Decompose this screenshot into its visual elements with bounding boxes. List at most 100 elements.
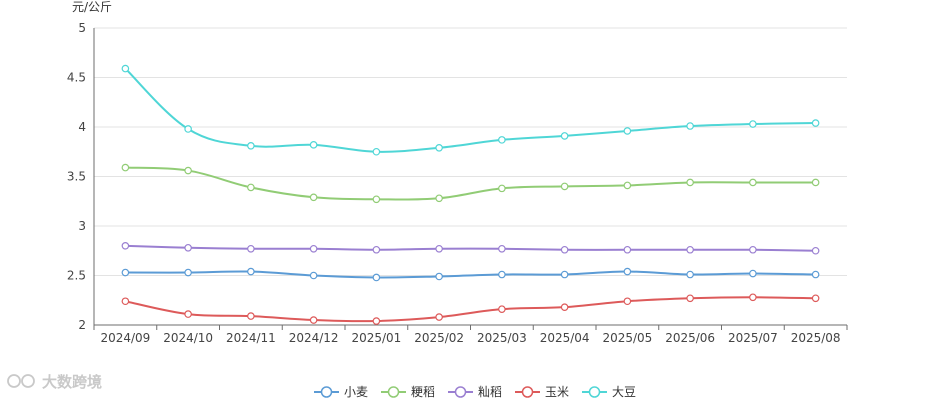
x-tick-label: 2025/02 <box>414 331 464 345</box>
data-point[interactable] <box>560 132 569 140</box>
legend: 小麦 粳稻 籼稻 玉米 大豆 <box>314 385 636 399</box>
data-point[interactable] <box>247 312 255 320</box>
data-point[interactable] <box>247 183 255 192</box>
y-axis-unit-label: 元/公斤 <box>72 0 112 14</box>
series-3 <box>121 242 820 255</box>
x-tick-label: 2024/10 <box>163 331 213 345</box>
data-point[interactable] <box>309 244 318 253</box>
legend-swatch-marker <box>521 386 534 398</box>
legend-swatch-marker <box>588 386 601 398</box>
watermark-logo-icon <box>7 374 21 388</box>
data-point[interactable] <box>372 147 381 156</box>
data-point[interactable] <box>811 119 820 127</box>
data-point[interactable] <box>121 268 130 277</box>
data-point[interactable] <box>686 178 694 187</box>
data-point[interactable] <box>435 272 443 281</box>
data-point[interactable] <box>309 141 318 149</box>
data-point[interactable] <box>184 310 192 318</box>
x-tick-label: 2024/09 <box>100 331 150 345</box>
legend-item[interactable]: 小麦 <box>314 385 368 399</box>
x-tick-label: 2025/06 <box>665 331 715 345</box>
y-tick-label: 4 <box>78 120 86 134</box>
data-point[interactable] <box>121 64 130 73</box>
data-point[interactable] <box>749 120 757 128</box>
y-tick-label: 2 <box>78 318 86 332</box>
series-5 <box>121 64 820 156</box>
data-point[interactable] <box>686 294 694 303</box>
series-line <box>124 67 816 153</box>
series-2 <box>121 163 820 204</box>
data-point[interactable] <box>811 270 820 279</box>
data-point[interactable] <box>498 244 506 253</box>
legend-label: 玉米 <box>545 385 569 399</box>
x-tick-label: 2025/05 <box>602 331 652 345</box>
data-point[interactable] <box>749 178 757 187</box>
data-point[interactable] <box>811 178 820 187</box>
data-point[interactable] <box>560 245 569 254</box>
data-point[interactable] <box>749 269 757 278</box>
data-point[interactable] <box>372 245 381 254</box>
legend-item[interactable]: 籼稻 <box>448 385 502 399</box>
data-point[interactable] <box>686 245 694 254</box>
data-point[interactable] <box>184 166 192 175</box>
data-point[interactable] <box>498 305 506 313</box>
x-tick-label: 2025/08 <box>791 331 841 345</box>
data-point[interactable] <box>435 143 443 152</box>
legend-item[interactable]: 玉米 <box>515 385 569 399</box>
data-point[interactable] <box>498 136 506 144</box>
y-axis-ticks: 2 2.5 3 3.5 4 4.5 5 <box>67 21 86 332</box>
legend-swatch-marker <box>320 386 333 398</box>
data-point[interactable] <box>372 273 381 282</box>
data-point[interactable] <box>184 243 192 252</box>
y-tick-label: 5 <box>78 21 86 35</box>
data-point[interactable] <box>498 184 506 193</box>
data-point[interactable] <box>309 271 318 280</box>
data-point[interactable] <box>309 193 318 202</box>
data-point[interactable] <box>560 182 569 191</box>
data-point[interactable] <box>749 293 757 302</box>
data-point[interactable] <box>121 163 130 172</box>
data-point[interactable] <box>372 195 381 204</box>
data-point[interactable] <box>309 316 318 324</box>
legend-swatch-marker <box>387 386 400 398</box>
data-point[interactable] <box>686 122 694 130</box>
data-point[interactable] <box>121 242 130 250</box>
x-tick-label: 2025/04 <box>540 331 590 345</box>
watermark: 大数跨境 <box>7 373 102 391</box>
data-point[interactable] <box>749 245 757 254</box>
data-point[interactable] <box>184 268 192 277</box>
data-point[interactable] <box>435 194 443 203</box>
data-point[interactable] <box>623 127 632 135</box>
legend-label: 大豆 <box>612 385 636 399</box>
data-point[interactable] <box>623 181 632 190</box>
data-point[interactable] <box>623 267 632 276</box>
data-point[interactable] <box>811 294 820 303</box>
data-point[interactable] <box>560 270 569 279</box>
data-point[interactable] <box>623 297 632 306</box>
data-point[interactable] <box>372 317 381 325</box>
y-tick-label: 3 <box>78 219 86 233</box>
data-point[interactable] <box>435 244 443 253</box>
legend-label: 籼稻 <box>478 385 502 399</box>
data-point[interactable] <box>247 244 255 253</box>
data-point[interactable] <box>121 297 130 306</box>
data-point[interactable] <box>435 313 443 321</box>
series-line <box>125 296 816 323</box>
data-point[interactable] <box>184 125 192 133</box>
data-point[interactable] <box>623 245 632 254</box>
x-tick-label: 2025/01 <box>351 331 401 345</box>
legend-item[interactable]: 大豆 <box>582 385 636 399</box>
data-point[interactable] <box>247 267 255 276</box>
legend-label: 粳稻 <box>411 385 435 399</box>
legend-item[interactable]: 粳稻 <box>381 385 435 399</box>
watermark-text: 大数跨境 <box>42 373 102 391</box>
series-4 <box>121 293 820 325</box>
data-point[interactable] <box>811 246 820 255</box>
y-tick-label: 3.5 <box>67 170 86 184</box>
data-point[interactable] <box>247 142 255 150</box>
data-point[interactable] <box>560 303 569 311</box>
series-lines <box>121 64 820 325</box>
data-point[interactable] <box>498 270 506 279</box>
x-tick-label: 2025/03 <box>477 331 527 345</box>
data-point[interactable] <box>686 270 694 279</box>
